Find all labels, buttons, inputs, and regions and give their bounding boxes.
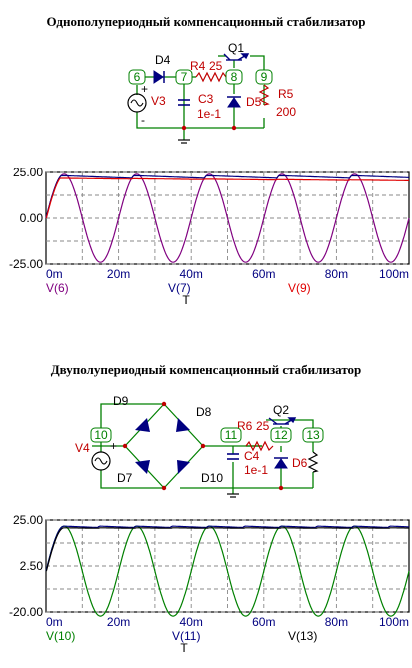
label-r5: R5 xyxy=(278,87,294,101)
chart2-xtick-label: 60m xyxy=(252,615,275,629)
chart1-xtick-label: 80m xyxy=(325,267,348,281)
chart1-legend-v9: V(9) xyxy=(288,281,311,295)
chart1-legend-v7: V(7) xyxy=(168,281,191,295)
label-d9: D9 xyxy=(113,394,129,408)
svg-text:8: 8 xyxy=(231,70,238,84)
chart2-xtick-label: 80m xyxy=(325,615,348,629)
capacitor-c4-icon xyxy=(227,453,239,460)
label-d4: D4 xyxy=(155,53,171,67)
chart1-xtick-label: 100m xyxy=(379,267,409,281)
source-v4-icon xyxy=(91,451,111,471)
svg-text:7: 7 xyxy=(181,70,188,84)
chart2-xtick-label: 20m xyxy=(107,615,130,629)
svg-text:6: 6 xyxy=(134,70,141,84)
chart2-xtick-label: 100m xyxy=(379,615,409,629)
chart2-ytick-label: 2.50 xyxy=(20,559,44,573)
chart2-series-v13 xyxy=(45,527,409,572)
chart2-xtick-label: 40m xyxy=(180,615,203,629)
chart2-legend-v13: V(13) xyxy=(288,629,317,643)
label-r6: R6 xyxy=(237,419,253,433)
label-r6-value: 25 xyxy=(256,419,270,433)
node-12: 12 xyxy=(270,427,292,443)
node-10: 10 xyxy=(90,427,112,443)
resistor-r6-icon xyxy=(245,440,274,452)
svg-text:11: 11 xyxy=(225,428,238,442)
chart1-xtick-label: 40m xyxy=(180,267,203,281)
bridge-diodes-icon xyxy=(135,418,190,474)
label-minus: - xyxy=(141,113,145,127)
chart1-ytick-label: 25.00 xyxy=(13,168,43,179)
chart1-xtick-label: 20m xyxy=(107,267,130,281)
label-d7: D7 xyxy=(117,471,133,485)
svg-text:10: 10 xyxy=(94,428,108,442)
chart1-xlabel: T xyxy=(182,293,190,307)
node-13: 13 xyxy=(302,427,324,443)
chart2-ytick-label: -20.00 xyxy=(9,605,43,619)
label-r4-value: 25 xyxy=(209,59,223,73)
label-d5: D5 xyxy=(246,95,262,109)
label-r5-value: 200 xyxy=(276,105,296,119)
node-9: 9 xyxy=(255,69,273,85)
transistor-q2-icon xyxy=(268,417,297,425)
zener-d6-icon xyxy=(274,457,288,469)
chart1-series-v9 xyxy=(45,177,409,219)
schematic-half-wave: D4 V3 + - C3 1e-1 R4 25 Q1 D5 R5 200 6 xyxy=(127,41,296,144)
ground-icon-2 xyxy=(227,493,239,498)
resistor-load-icon xyxy=(307,451,319,473)
schematic-full-wave: D9 D8 D7 D10 V4 + C4 1e-1 R6 25 Q2 xyxy=(75,394,324,498)
chart1-xtick-label: 0m xyxy=(46,267,63,281)
transistor-q1-icon xyxy=(223,53,250,61)
label-c4: C4 xyxy=(244,449,260,463)
source-v3-icon xyxy=(127,93,147,113)
label-r4: R4 xyxy=(190,59,206,73)
chart2-xlabel: T xyxy=(180,641,188,655)
label-c3: C3 xyxy=(198,92,214,106)
chart2-legend-v10: V(10) xyxy=(46,629,75,643)
section2-title: Двуполупериодный компенсационный стабили… xyxy=(50,362,362,377)
resistor-r5-icon xyxy=(258,84,270,106)
label-d8: D8 xyxy=(196,405,212,419)
resistor-r4-icon xyxy=(195,71,227,83)
chart2-xtick-label: 0m xyxy=(46,615,63,629)
label-q2: Q2 xyxy=(273,403,289,417)
chart1-ytick-label: 0.00 xyxy=(20,211,44,225)
chart2-series-v10 xyxy=(45,525,410,617)
label-v4: V4 xyxy=(75,441,90,455)
node-7: 7 xyxy=(175,69,193,85)
diode-d4-icon xyxy=(153,70,165,84)
ground-icon xyxy=(178,139,190,144)
label-d10: D10 xyxy=(201,471,223,485)
chart1-ytick-label: -25.00 xyxy=(9,257,43,271)
label-c3-value: 1e-1 xyxy=(197,107,221,121)
label-plus-2: + xyxy=(110,439,117,453)
label-d6: D6 xyxy=(292,456,308,470)
svg-text:13: 13 xyxy=(306,428,320,442)
capacitor-c3-icon xyxy=(178,99,190,106)
label-q1: Q1 xyxy=(228,41,244,55)
node-6: 6 xyxy=(128,69,146,85)
label-v3: V3 xyxy=(151,94,166,108)
zener-d5-icon xyxy=(227,96,241,108)
label-plus: + xyxy=(141,82,148,96)
chart2-legend-v11: V(11) xyxy=(172,629,200,643)
chart2-ytick-label: 25.00 xyxy=(13,514,43,527)
svg-text:9: 9 xyxy=(261,70,268,84)
section1-title: Однополупериодный компенсационный стабил… xyxy=(46,14,366,29)
chart1-series-v7 xyxy=(45,174,409,219)
svg-text:12: 12 xyxy=(274,428,288,442)
chart2-series-v11 xyxy=(45,525,410,572)
chart1-xtick-label: 60m xyxy=(252,267,275,281)
node-11: 11 xyxy=(220,427,242,443)
chart1-legend-v6: V(6) xyxy=(46,281,69,295)
node-8: 8 xyxy=(225,69,243,85)
label-c4-value: 1e-1 xyxy=(244,463,268,477)
